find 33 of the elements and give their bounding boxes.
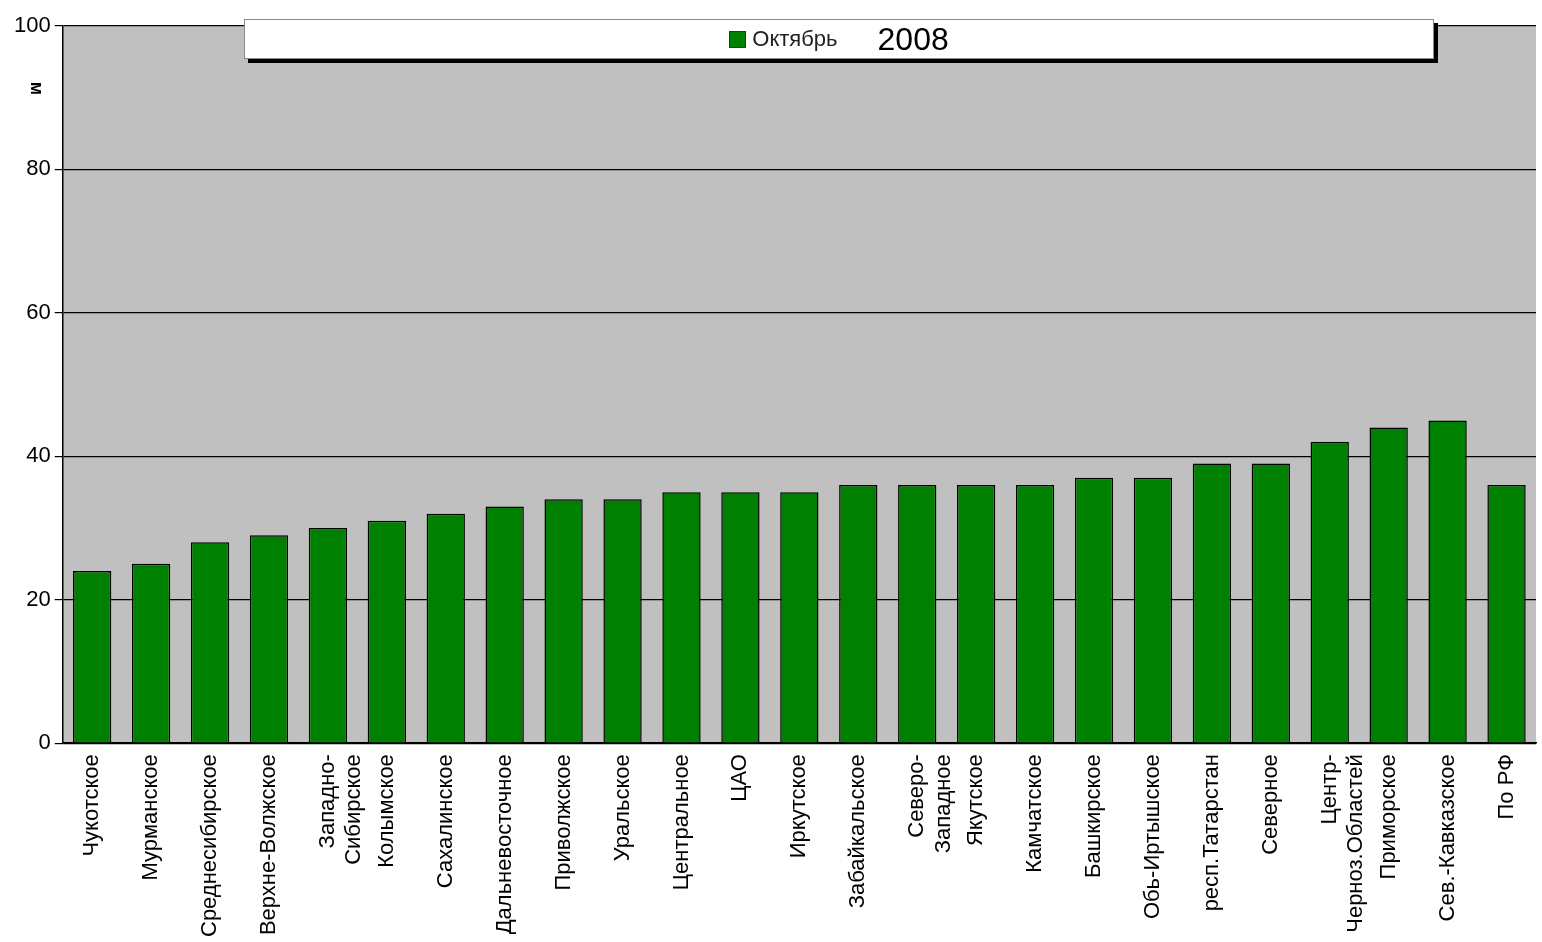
x-tick-label: Обь-Иртышское xyxy=(1139,754,1165,920)
x-tick-label: Сев.-Кавказское xyxy=(1433,754,1459,922)
x-tick-label: По РФ xyxy=(1492,754,1518,820)
x-tick-label: ЦАО xyxy=(726,754,752,802)
x-tick-label: Сахалинское xyxy=(431,754,457,889)
x-tick-label: Забайкальское xyxy=(844,754,870,909)
x-tick-label: респ.Татарстан xyxy=(1197,754,1223,912)
x-tick-label: Башкирское xyxy=(1080,754,1106,878)
legend-label: Октябрь xyxy=(752,26,838,52)
chart-title: 2008 xyxy=(877,20,949,58)
x-tick-label: Дальневосточное xyxy=(490,754,516,935)
x-tick-label: Колымское xyxy=(372,754,398,868)
y-tick-label: 40 xyxy=(26,442,51,468)
y-tick-label: 100 xyxy=(13,12,51,38)
x-tick-label: Верхне-Волжское xyxy=(255,754,281,936)
x-tick-label: Уральское xyxy=(608,754,634,862)
x-tick-label: Северо- Западное xyxy=(903,754,955,854)
x-tick-label: Мурманское xyxy=(137,754,163,881)
y-tick-label: 0 xyxy=(38,729,51,755)
x-tick-label: Камчатское xyxy=(1021,754,1047,873)
x-tick-label: Якутское xyxy=(962,754,988,847)
y-tick-label: 20 xyxy=(26,585,51,611)
x-tick-label: Центральное xyxy=(667,754,693,891)
y-tick-label: 60 xyxy=(26,298,51,324)
x-tick-label: Чукотское xyxy=(78,754,104,857)
x-tick-label: Северное xyxy=(1256,754,1282,855)
x-tick-label: Приморское xyxy=(1374,754,1400,880)
x-tick-label: Среднесибирское xyxy=(196,754,222,938)
x-tick-label: Западно- Сибирское xyxy=(313,754,366,865)
x-tick-label: Иркутское xyxy=(785,754,811,859)
y-axis-title: м xyxy=(26,81,48,96)
y-tick-label: 80 xyxy=(26,155,51,181)
x-tick-label: Приволжское xyxy=(549,754,575,891)
